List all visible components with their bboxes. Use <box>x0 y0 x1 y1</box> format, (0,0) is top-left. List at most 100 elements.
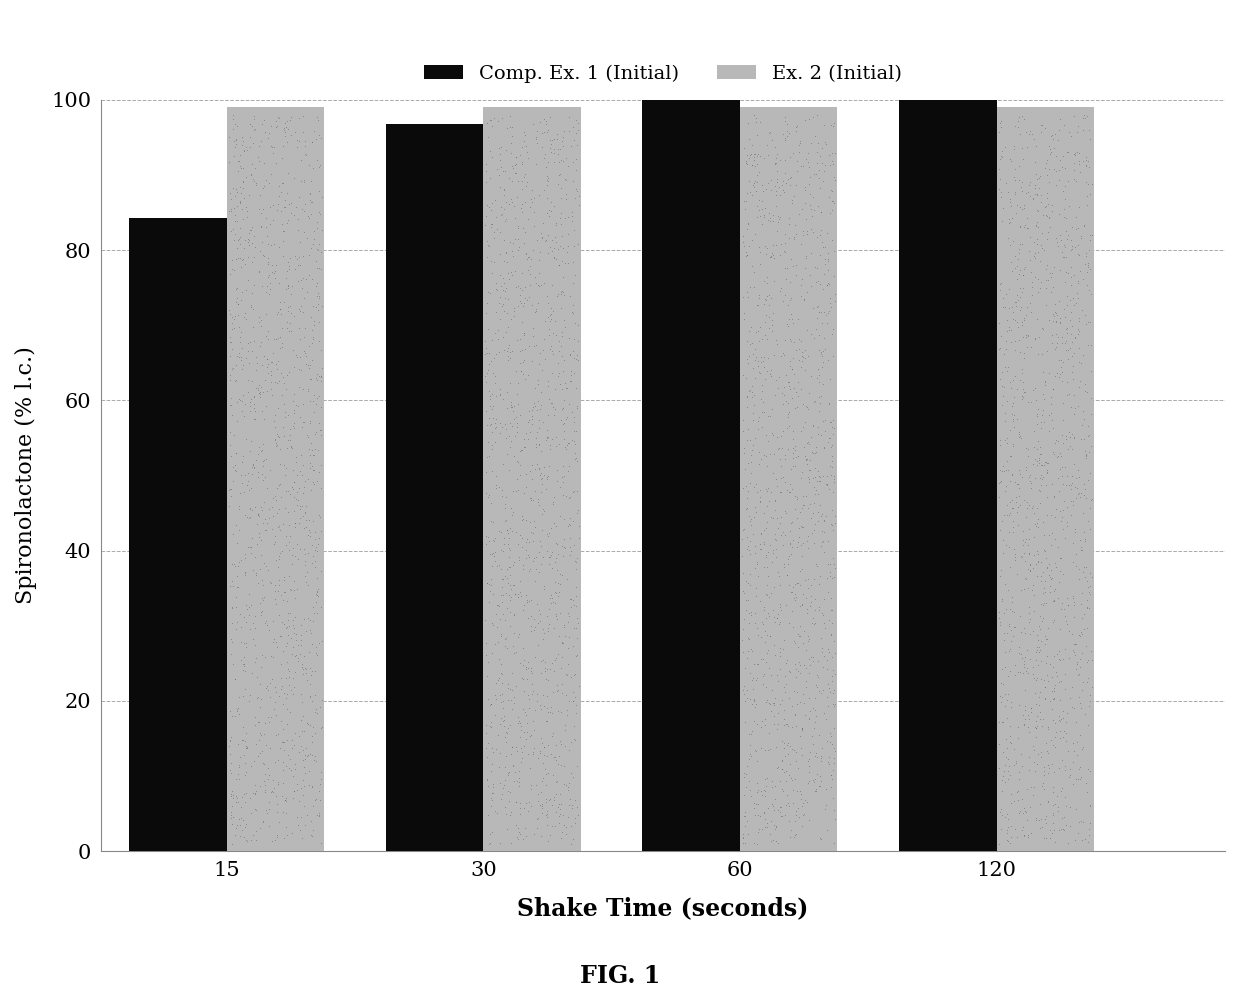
Point <box>1071 417 1091 434</box>
Point <box>751 349 771 365</box>
Point <box>801 278 821 294</box>
Point <box>533 214 553 230</box>
Point <box>476 450 496 466</box>
Point <box>820 613 839 629</box>
Point <box>537 817 557 833</box>
Point <box>259 500 279 516</box>
Point <box>991 688 1011 704</box>
Point <box>551 411 570 428</box>
Point <box>786 669 806 685</box>
Point <box>229 329 249 345</box>
Point <box>774 293 794 309</box>
Point <box>489 141 508 157</box>
Point <box>490 146 510 162</box>
Point <box>554 737 574 753</box>
Point <box>512 557 532 573</box>
Point <box>523 553 543 569</box>
Point <box>219 762 239 778</box>
Point <box>825 811 844 827</box>
Point <box>1033 206 1053 222</box>
Point <box>1007 494 1027 510</box>
Point <box>755 788 775 804</box>
Point <box>558 518 578 534</box>
Point <box>247 803 267 819</box>
Point <box>494 708 513 724</box>
Point <box>243 319 263 335</box>
Point <box>289 515 309 531</box>
Point <box>233 160 253 176</box>
Point <box>556 488 575 504</box>
Point <box>277 619 296 635</box>
Point <box>309 183 329 199</box>
Point <box>565 446 585 462</box>
Point <box>510 147 529 163</box>
Point <box>823 763 843 779</box>
Point <box>254 178 274 194</box>
Point <box>780 535 800 551</box>
Point <box>744 691 764 707</box>
Point <box>789 341 808 357</box>
Point <box>542 242 562 259</box>
Point <box>754 447 774 463</box>
Point <box>306 583 326 600</box>
Point <box>806 781 826 797</box>
Point <box>739 631 759 647</box>
Point <box>766 183 786 199</box>
Point <box>553 649 573 665</box>
Point <box>760 696 780 712</box>
Point <box>546 818 565 834</box>
Point <box>1053 159 1073 175</box>
Point <box>764 695 784 711</box>
Point <box>733 682 753 698</box>
Point <box>267 202 286 218</box>
Point <box>1023 191 1043 207</box>
Point <box>737 156 756 172</box>
Point <box>755 370 775 386</box>
Point <box>222 315 242 331</box>
Point <box>1053 821 1073 837</box>
Point <box>552 227 572 243</box>
Point <box>791 470 811 486</box>
Point <box>1054 200 1074 216</box>
Point <box>306 585 326 602</box>
Point <box>494 275 513 291</box>
Point <box>1076 654 1096 670</box>
Point <box>1058 518 1078 534</box>
Point <box>241 500 260 516</box>
Point <box>226 517 246 533</box>
Point <box>484 224 503 240</box>
Point <box>822 649 842 665</box>
Point <box>1078 383 1097 399</box>
Point <box>547 131 567 147</box>
Point <box>761 248 781 265</box>
Point <box>765 273 785 289</box>
Point <box>1043 691 1063 707</box>
Point <box>565 689 585 705</box>
Point <box>740 577 760 594</box>
Point <box>538 122 558 138</box>
Point <box>234 563 254 579</box>
Point <box>1056 264 1076 280</box>
Point <box>278 280 298 296</box>
Point <box>563 343 583 359</box>
Point <box>1038 560 1058 576</box>
Point <box>1001 727 1021 743</box>
Point <box>738 221 758 237</box>
Point <box>1009 218 1029 234</box>
Point <box>787 684 807 700</box>
Point <box>538 154 558 170</box>
Point <box>1075 256 1095 272</box>
Point <box>236 614 255 630</box>
Point <box>748 323 768 339</box>
Point <box>267 706 286 722</box>
Point <box>1071 355 1091 371</box>
Point <box>476 528 496 544</box>
Point <box>1027 515 1047 531</box>
Point <box>515 652 534 668</box>
Point <box>1066 558 1086 574</box>
Point <box>226 132 246 148</box>
Point <box>1050 730 1070 746</box>
Point <box>264 374 284 390</box>
Point <box>544 249 564 266</box>
Point <box>1013 267 1033 283</box>
